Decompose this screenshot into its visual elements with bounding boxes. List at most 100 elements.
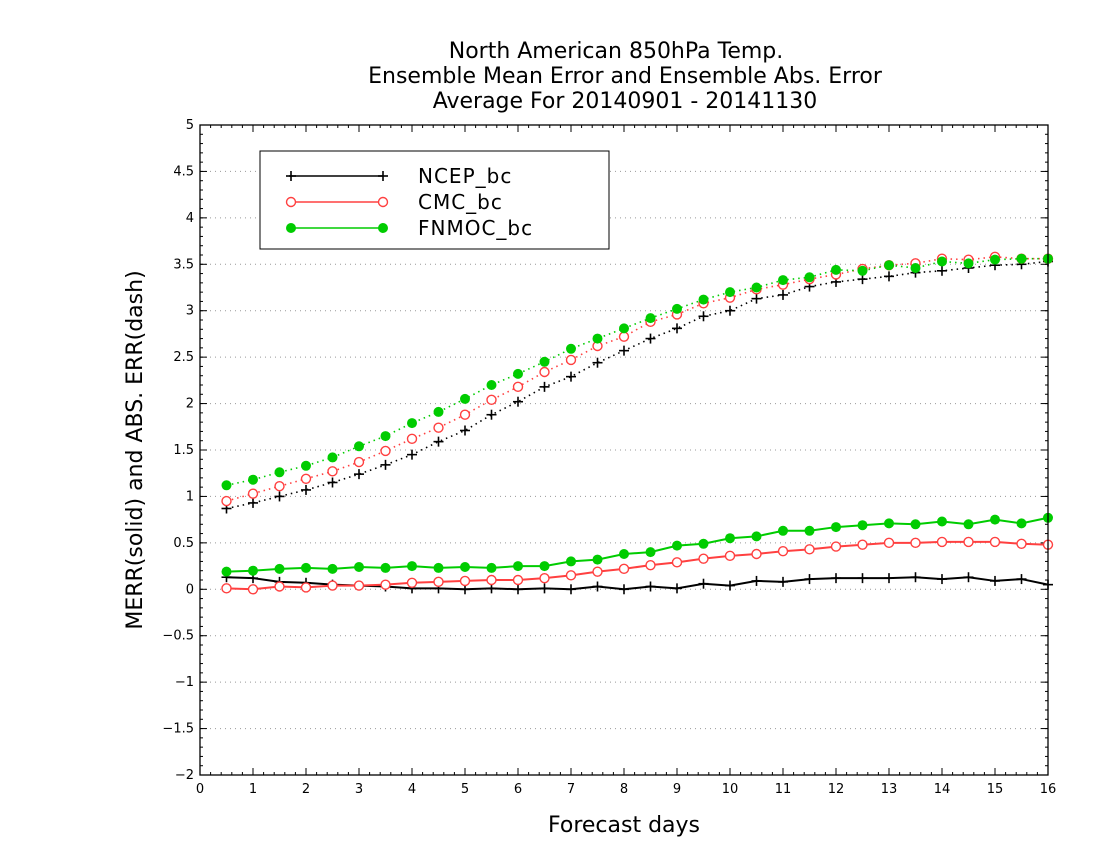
merr-point (831, 573, 841, 584)
merr-point (804, 574, 815, 585)
abs-err-point (884, 260, 894, 271)
merr-point (1016, 574, 1027, 585)
legend-box (259, 150, 610, 250)
merr-point (698, 578, 709, 589)
merr-point (645, 559, 656, 571)
series-CMC_bc (221, 251, 1054, 595)
legend-marker (377, 196, 389, 208)
merr-point (486, 574, 497, 586)
merr-point (989, 536, 1001, 548)
abs-err-point (354, 441, 364, 452)
merr-point (936, 536, 948, 548)
abs-err-point (963, 258, 974, 269)
abs-err-point (539, 366, 550, 378)
merr-line (226, 576, 1049, 591)
abs-err-point (910, 263, 921, 273)
merr-point (565, 570, 577, 581)
series-layer (221, 251, 1054, 595)
merr-point (619, 549, 629, 559)
legend-entry-CMC_bc: CMC_bc (285, 190, 502, 214)
abs-err-point (327, 477, 338, 488)
merr-point (778, 576, 788, 587)
merr-point (486, 562, 497, 573)
merr-point (618, 563, 630, 575)
merr-line (226, 540, 1049, 591)
legend-marker (378, 171, 388, 181)
abs-err-point (407, 418, 417, 429)
legend-label: NCEP_bc (418, 164, 512, 188)
merr-point (645, 547, 656, 558)
merr-point (539, 583, 550, 594)
abs-err-line (226, 256, 1048, 502)
merr-point (910, 537, 921, 549)
abs-err-point (725, 305, 735, 316)
abs-err-point (300, 473, 312, 484)
merr-point (883, 537, 895, 549)
merr-point (724, 550, 736, 562)
x-tick-label: 4 (408, 782, 416, 797)
abs-err-point (566, 343, 576, 354)
x-tick-label: 6 (514, 782, 522, 797)
x-tick-label: 5 (461, 782, 469, 797)
y-tick-label: 3 (186, 304, 194, 319)
abs-err-point (248, 474, 258, 485)
y-tick-label: 3.5 (173, 257, 194, 272)
abs-err-point (380, 445, 391, 457)
merr-point (963, 519, 974, 530)
merr-point (327, 563, 338, 574)
y-tick-label: 1 (186, 489, 194, 504)
merr-point (884, 518, 894, 529)
abs-err-point (990, 254, 1000, 265)
abs-err-point (433, 436, 444, 447)
gridlines (200, 170, 1048, 730)
merr-point (884, 573, 894, 584)
merr-point (327, 580, 338, 591)
y-tick-label: −0.5 (162, 629, 194, 644)
abs-err-point (512, 381, 524, 393)
merr-point (247, 584, 259, 595)
merr-point (353, 580, 365, 591)
x-tick-label: 3 (355, 782, 363, 797)
abs-err-point (380, 459, 391, 470)
abs-err-point (486, 409, 497, 420)
merr-point (354, 562, 364, 572)
abs-err-point (460, 393, 470, 404)
abs-err-point (301, 460, 311, 471)
merr-point (433, 562, 444, 573)
merr-point (937, 574, 947, 585)
abs-err-point (221, 480, 232, 491)
abs-err-point (619, 345, 629, 356)
chart-title-line-2: Ensemble Mean Error and Ensemble Abs. Er… (368, 64, 883, 89)
merr-point (830, 541, 842, 552)
merr-point (777, 546, 789, 557)
legend-marker (285, 196, 297, 208)
merr-point (698, 553, 709, 564)
abs-err-point (247, 488, 259, 499)
abs-err-point (778, 289, 788, 300)
merr-point (804, 525, 815, 536)
merr-point (778, 525, 788, 536)
chart-title-line-1: North American 850hPa Temp. (449, 39, 784, 64)
abs-err-point (327, 452, 338, 463)
merr-point (725, 533, 735, 544)
abs-err-point (884, 271, 894, 282)
merr-point (592, 554, 603, 565)
merr-point (751, 548, 762, 560)
abs-err-point (274, 467, 285, 478)
merr-point (512, 574, 524, 586)
abs-err-point (698, 294, 709, 305)
abs-err-point (778, 275, 788, 286)
abs-err-point (857, 265, 868, 276)
series-FNMOC_bc (221, 253, 1053, 577)
merr-point (804, 544, 815, 555)
x-tick-label: 15 (987, 782, 1004, 797)
abs-err-line (226, 257, 1048, 487)
abs-err-point (274, 481, 285, 492)
abs-err-line (226, 260, 1049, 510)
legend-entry-FNMOC_bc: FNMOC_bc (286, 216, 532, 240)
series-NCEP_bc (221, 256, 1053, 595)
abs-err-point (274, 491, 285, 502)
abs-err-point (751, 293, 762, 304)
merr-point (725, 580, 735, 591)
